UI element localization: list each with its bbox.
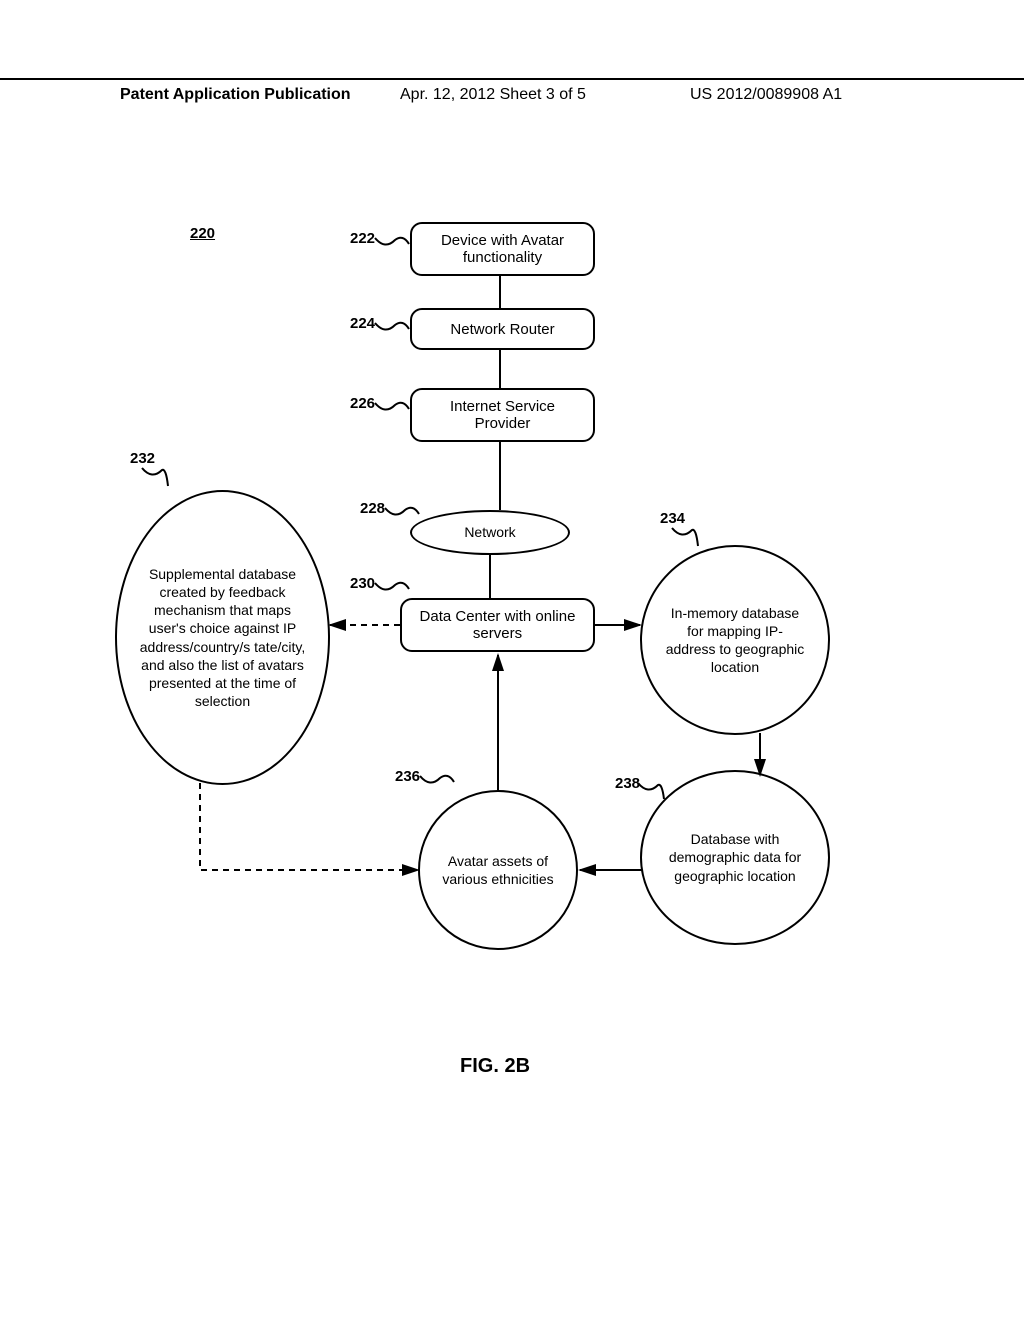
node-text: Avatar assets of various ethnicities [440, 852, 556, 888]
callout-icon [670, 526, 700, 556]
ref-226: 226 [350, 395, 375, 412]
node-supplemental-db: Supplemental database created by feedbac… [115, 490, 330, 785]
node-text: Network [464, 523, 515, 541]
page: Patent Application Publication Apr. 12, … [0, 0, 1024, 1320]
header-rule: Patent Application Publication Apr. 12, … [0, 78, 1024, 110]
node-device-avatar: Device with Avatar functionality [410, 222, 595, 276]
node-text: Device with Avatar functionality [420, 232, 585, 266]
node-isp: Internet Service Provider [410, 388, 595, 442]
callout-icon [418, 774, 458, 794]
node-network: Network [410, 510, 570, 555]
ref-236: 236 [395, 768, 420, 785]
callout-icon [140, 466, 170, 496]
header-mid: Apr. 12, 2012 Sheet 3 of 5 [400, 86, 586, 104]
ref-228: 228 [360, 500, 385, 517]
node-avatar-assets: Avatar assets of various ethnicities [418, 790, 578, 950]
ref-234: 234 [660, 510, 685, 527]
node-text: Network Router [450, 321, 554, 338]
node-text: In-memory database for mapping IP-addres… [664, 604, 806, 677]
callout-icon [373, 321, 413, 341]
figure-label: FIG. 2B [460, 1055, 530, 1078]
callout-icon [373, 401, 413, 421]
node-text: Supplemental database created by feedbac… [139, 565, 306, 711]
node-text: Internet Service Provider [420, 398, 585, 432]
header-left: Patent Application Publication [120, 86, 351, 104]
ref-232: 232 [130, 450, 155, 467]
node-inmemory-db: In-memory database for mapping IP-addres… [640, 545, 830, 735]
ref-230: 230 [350, 575, 375, 592]
node-text: Database with demographic data for geogr… [664, 830, 806, 885]
callout-icon [373, 236, 413, 256]
node-text: Data Center with online servers [410, 608, 585, 642]
node-demographic-db: Database with demographic data for geogr… [640, 770, 830, 945]
node-data-center: Data Center with online servers [400, 598, 595, 652]
node-network-router: Network Router [410, 308, 595, 350]
ref-222: 222 [350, 230, 375, 247]
ref-224: 224 [350, 315, 375, 332]
header-right: US 2012/0089908 A1 [690, 86, 842, 104]
figure-ref: 220 [190, 225, 215, 242]
